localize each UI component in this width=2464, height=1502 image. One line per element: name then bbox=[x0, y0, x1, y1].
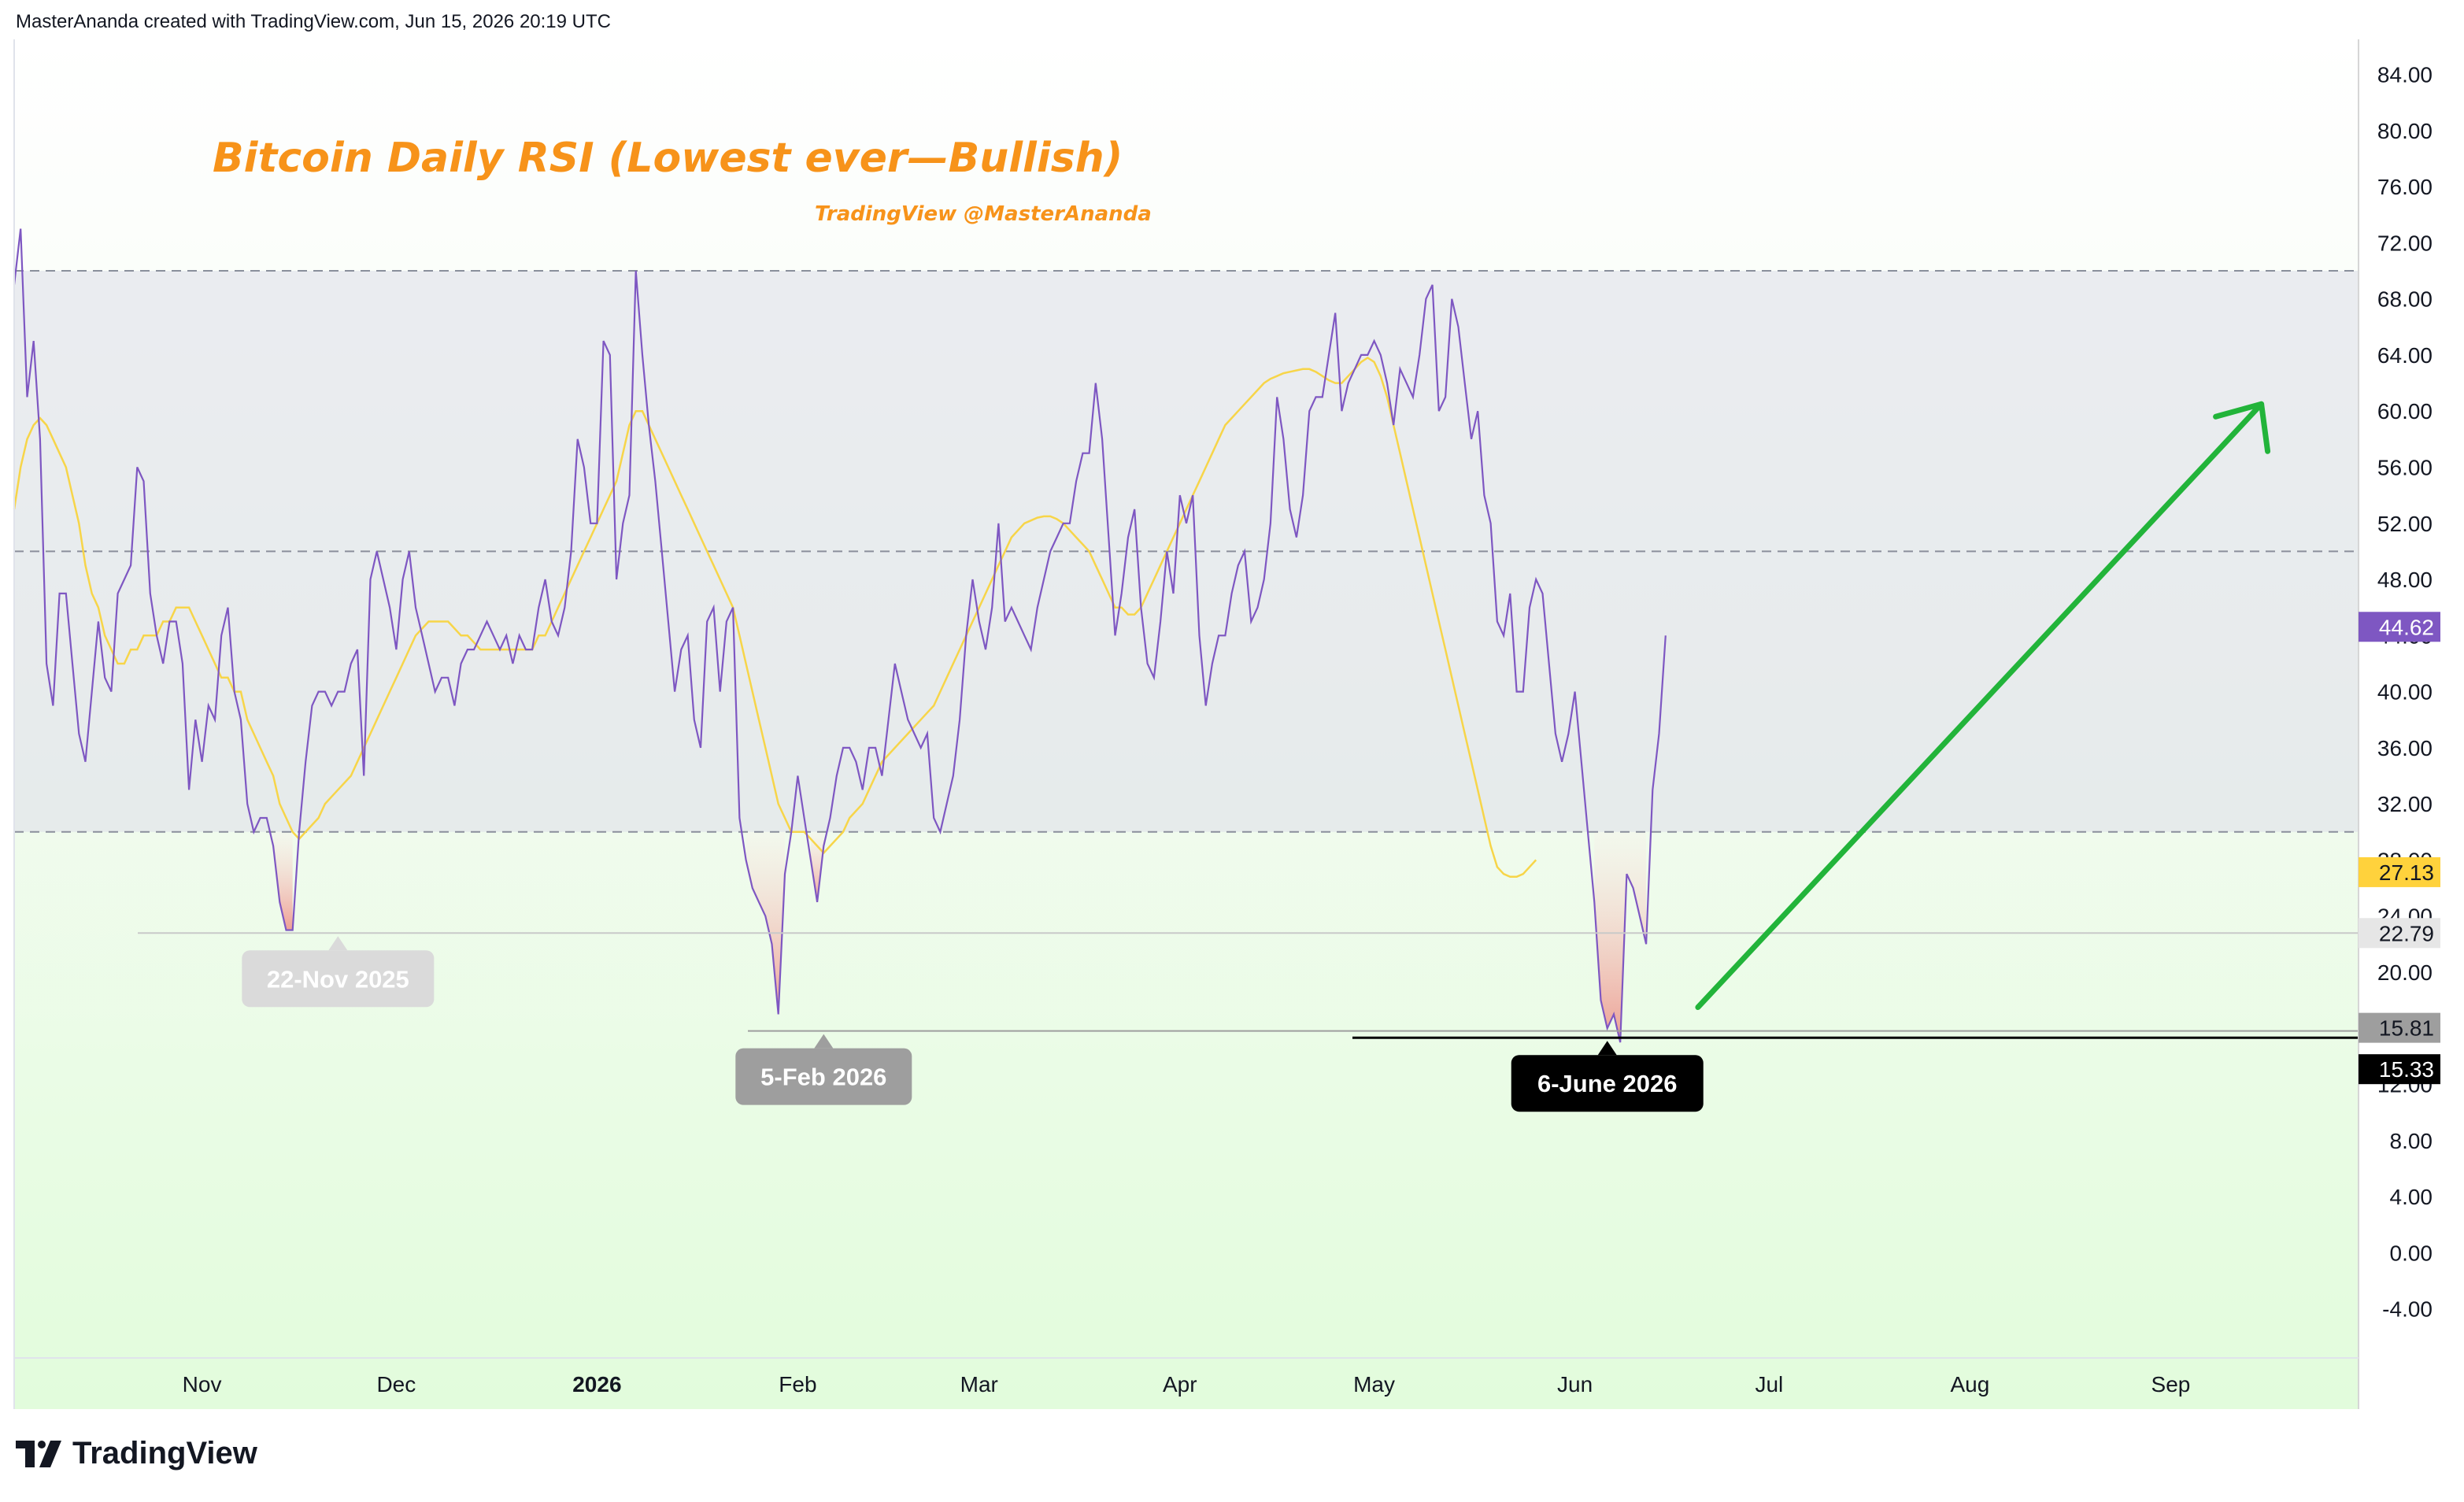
axes: 84.00 80.00 76.00 72.00 68.00 64.00 60.00 56.00… bbox=[13, 39, 2440, 1409]
y-tick-label: 72.00 bbox=[2377, 231, 2433, 255]
price-label-text: 27.13 bbox=[2379, 860, 2434, 885]
price-label-text: 15.33 bbox=[2379, 1057, 2434, 1082]
y-tick-label: 48.00 bbox=[2377, 568, 2433, 592]
arrow-shaft bbox=[1695, 401, 2265, 1011]
y-tick-label: 20.00 bbox=[2377, 960, 2433, 985]
callout-box bbox=[1511, 1055, 1704, 1112]
price-label-box bbox=[2359, 918, 2440, 949]
tradingview-logo-text: TradingView bbox=[72, 1436, 257, 1471]
x-tick-label: Nov bbox=[183, 1372, 222, 1397]
chart-attribution: MasterAnanda created with TradingView.co… bbox=[16, 11, 611, 32]
callout-label: 22-Nov 2025 bbox=[267, 965, 409, 993]
arrow-head bbox=[2213, 401, 2271, 454]
y-tick-label: 4.00 bbox=[2390, 1185, 2433, 1209]
x-tick-label: Feb bbox=[779, 1372, 816, 1397]
y-tick-label: 32.00 bbox=[2377, 792, 2433, 816]
callout-pointer bbox=[328, 936, 348, 951]
oversold-area bbox=[1594, 831, 1647, 1043]
y-tick-label: 68.00 bbox=[2377, 287, 2433, 312]
price-label-text: 44.62 bbox=[2379, 615, 2434, 639]
y-tick-label: 60.00 bbox=[2377, 399, 2433, 424]
oversold-area bbox=[273, 831, 293, 930]
series-layer bbox=[13, 228, 1667, 1043]
y-tick-label: 36.00 bbox=[2377, 736, 2433, 760]
price-label-text: 15.81 bbox=[2379, 1016, 2434, 1041]
chart-title: Bitcoin Daily RSI (Lowest ever—Bullish) bbox=[213, 135, 1123, 182]
callout-box bbox=[735, 1048, 912, 1105]
x-tick-label: Jul bbox=[1755, 1372, 1783, 1397]
x-tick-label: Mar bbox=[960, 1372, 998, 1397]
x-tick-label: May bbox=[1353, 1372, 1395, 1397]
annotations: 22-Nov 2025 5-Feb 2026 6-June 2026 bbox=[138, 932, 2359, 1112]
reference-lines bbox=[14, 270, 2359, 833]
x-tick-label: Aug bbox=[1950, 1372, 1989, 1397]
y-tick-label: 40.00 bbox=[2377, 680, 2433, 705]
oversold-area bbox=[745, 831, 785, 1015]
x-tick-label: Apr bbox=[1163, 1372, 1197, 1397]
chart-subtitle: TradingView @MasterAnanda bbox=[815, 202, 1152, 226]
x-tick-label: Dec bbox=[376, 1372, 416, 1397]
tradingview-logo[interactable]: TradingView bbox=[16, 1436, 257, 1471]
y-tick-label: 76.00 bbox=[2377, 175, 2433, 199]
x-tick-label: Sep bbox=[2151, 1372, 2191, 1397]
bullish-arrow bbox=[1695, 401, 2271, 1011]
y-tick-label: 64.00 bbox=[2377, 343, 2433, 368]
price-label-box bbox=[2359, 856, 2440, 887]
x-tick-label: 2026 bbox=[572, 1372, 621, 1397]
y-tick-label: 80.00 bbox=[2377, 119, 2433, 143]
y-tick-label: 52.00 bbox=[2377, 512, 2433, 536]
y-tick-label: 8.00 bbox=[2390, 1129, 2433, 1153]
price-label-text: 22.79 bbox=[2379, 921, 2434, 945]
rsi-ma-line bbox=[13, 357, 1537, 879]
price-label-box bbox=[2359, 1054, 2440, 1085]
callout-label: 5-Feb 2026 bbox=[760, 1064, 886, 1091]
callout-label: 6-June 2026 bbox=[1537, 1070, 1678, 1097]
y-tick-label: 84.00 bbox=[2377, 63, 2433, 87]
rsi-line bbox=[13, 228, 1667, 1043]
x-tick-label: Jun bbox=[1557, 1372, 1593, 1397]
callout-pointer bbox=[1597, 1041, 1617, 1056]
price-label-box bbox=[2359, 1012, 2440, 1043]
chart-title-block: Bitcoin Daily RSI (Lowest ever—Bullish) … bbox=[213, 135, 1152, 226]
callout-box bbox=[242, 950, 435, 1008]
tradingview-logo-icon bbox=[16, 1440, 61, 1467]
y-tick-label: 0.00 bbox=[2390, 1241, 2433, 1265]
price-label-box bbox=[2359, 612, 2440, 642]
y-tick-label: -4.00 bbox=[2382, 1297, 2433, 1322]
oversold-fill bbox=[273, 831, 1647, 1043]
y-tick-label: 56.00 bbox=[2377, 455, 2433, 479]
callout-pointer bbox=[814, 1034, 834, 1049]
